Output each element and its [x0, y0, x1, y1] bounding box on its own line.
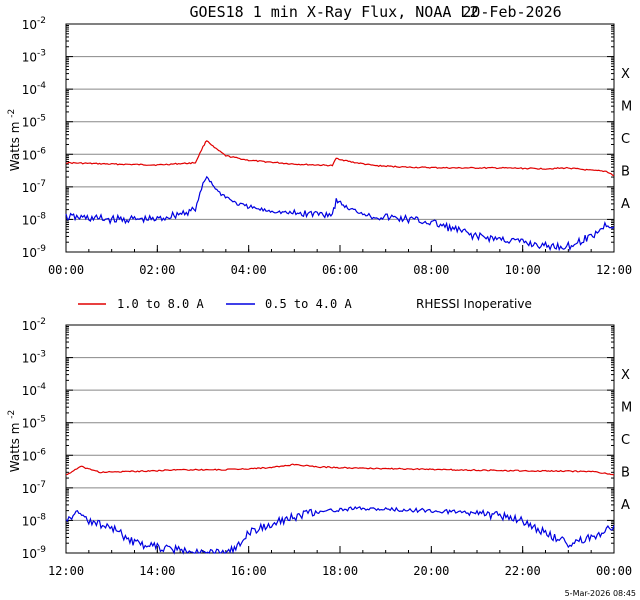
- x-tick-label: 00:00: [48, 263, 84, 277]
- x-tick-label: 20:00: [413, 564, 449, 578]
- plot-frame: [65, 324, 615, 554]
- series-line-long: [65, 463, 615, 476]
- y-tick-label: 10-2: [22, 16, 46, 32]
- chart-panel-2: 10-2 10-3 10-4 10-5 10-6 10-7 10-8 10-9 X M C B A Wat…: [7, 317, 632, 578]
- flare-class-label: C: [621, 132, 630, 147]
- flare-class-label: X: [621, 368, 630, 383]
- flare-class-label: X: [621, 67, 630, 82]
- flare-class-label: C: [621, 433, 630, 448]
- series-line-short: [65, 506, 615, 555]
- x-tick-label: 18:00: [322, 564, 358, 578]
- flare-class-label: B: [621, 466, 630, 481]
- x-tick-label: 16:00: [231, 564, 267, 578]
- legend: 1.0 to 8.0 A 0.5 to 4.0 A RHESSI Inopera…: [78, 297, 532, 311]
- x-tick-label: 22:00: [505, 564, 541, 578]
- chart-panel-1: 10-2 10-3 10-4 10-5 10-6 10-7 10-8 10-9 X M C B A Wat…: [7, 16, 632, 277]
- rhessi-note: RHESSI Inoperative: [416, 297, 532, 311]
- timestamp-footer: 5-Mar-2026 08:45: [565, 589, 636, 598]
- y-tick-label: 10-4: [22, 81, 47, 97]
- flare-class-label: B: [621, 165, 630, 180]
- legend-label-short: 0.5 to 4.0 A: [265, 297, 352, 311]
- x-tick-label: 10:00: [505, 263, 541, 277]
- y-tick-label: 10-5: [22, 415, 46, 431]
- y-axis-title: Watts m -2: [7, 410, 22, 472]
- y-tick-label: 10-6: [22, 447, 47, 463]
- plot-frame: [65, 23, 615, 253]
- y-tick-label: 10-9: [22, 244, 47, 260]
- y-tick-label: 10-2: [22, 317, 46, 333]
- x-tick-label: 12:00: [48, 564, 84, 578]
- x-tick-label: 14:00: [139, 564, 175, 578]
- y-tick-label: 10-7: [22, 480, 46, 496]
- flare-class-label: A: [621, 498, 630, 513]
- flare-class-label: M: [621, 400, 632, 415]
- y-axis-title: Watts m -2: [7, 109, 22, 171]
- y-tick-label: 10-8: [22, 512, 47, 528]
- chart-title: GOES18 1 min X-Ray Flux, NOAA L2: [190, 3, 479, 21]
- x-tick-label: 02:00: [139, 263, 175, 277]
- y-tick-label: 10-3: [22, 350, 46, 366]
- flare-class-label: A: [621, 197, 630, 212]
- y-tick-label: 10-3: [22, 49, 46, 65]
- y-tick-label: 10-5: [22, 114, 46, 130]
- y-tick-label: 10-6: [22, 146, 47, 162]
- flare-class-label: M: [621, 99, 632, 114]
- x-tick-label: 08:00: [413, 263, 449, 277]
- x-tick-label: 12:00: [596, 263, 632, 277]
- y-tick-label: 10-9: [22, 545, 47, 561]
- y-tick-label: 10-4: [22, 382, 47, 398]
- x-tick-label: 04:00: [231, 263, 267, 277]
- y-tick-label: 10-8: [22, 211, 47, 227]
- legend-label-long: 1.0 to 8.0 A: [117, 297, 204, 311]
- x-tick-label: 06:00: [322, 263, 358, 277]
- series-line-short: [65, 175, 615, 252]
- y-tick-label: 10-7: [22, 179, 46, 195]
- x-tick-label: 00:00: [596, 564, 632, 578]
- series-line-long: [65, 140, 615, 177]
- chart-date: 20-Feb-2026: [462, 3, 561, 21]
